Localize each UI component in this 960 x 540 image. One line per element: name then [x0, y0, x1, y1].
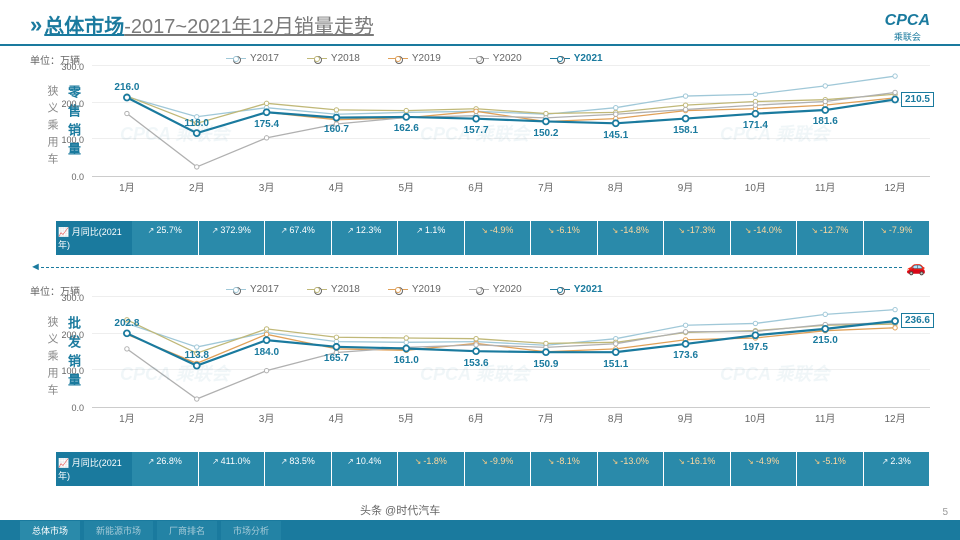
- cpca-logo: CPCA 乘联会: [885, 12, 930, 43]
- footer-tab[interactable]: 厂商排名: [157, 521, 217, 540]
- title-main: 总体市场: [44, 10, 124, 39]
- chart-block-1: 单位：万辆Y2017Y2018Y2019Y2020Y2021零售销量狭义乘用车0…: [30, 52, 930, 255]
- chart-legend: Y2017Y2018Y2019Y2020Y2021: [226, 53, 603, 64]
- footer-tab[interactable]: 新能源市场: [84, 521, 153, 540]
- yoy-row: 📈 月同比(2021年)26.8%411.0%83.5%10.4%-1.8%-9…: [56, 452, 930, 486]
- footer-tab[interactable]: 总体市场: [20, 521, 80, 540]
- source-attribution: 头条 @时代汽车: [360, 502, 440, 518]
- chart-divider: ◄🚗: [30, 257, 930, 277]
- footer-nav: 总体市场新能源市场厂商排名市场分析: [0, 520, 960, 540]
- yoy-row: 📈 月同比(2021年)25.7%372.9%67.4%12.3%1.1%-4.…: [56, 221, 930, 255]
- title-sub: -2017~2021年12月销量走势: [124, 10, 374, 39]
- footer-tab[interactable]: 市场分析: [221, 521, 281, 540]
- chevron-icon: »: [30, 12, 36, 38]
- chart-block-2: 单位：万辆Y2017Y2018Y2019Y2020Y2021批发销量狭义乘用车0…: [30, 283, 930, 486]
- page-number: 5: [942, 507, 948, 518]
- chart-legend: Y2017Y2018Y2019Y2020Y2021: [226, 284, 603, 295]
- page-header: » 总体市场 -2017~2021年12月销量走势: [0, 0, 960, 46]
